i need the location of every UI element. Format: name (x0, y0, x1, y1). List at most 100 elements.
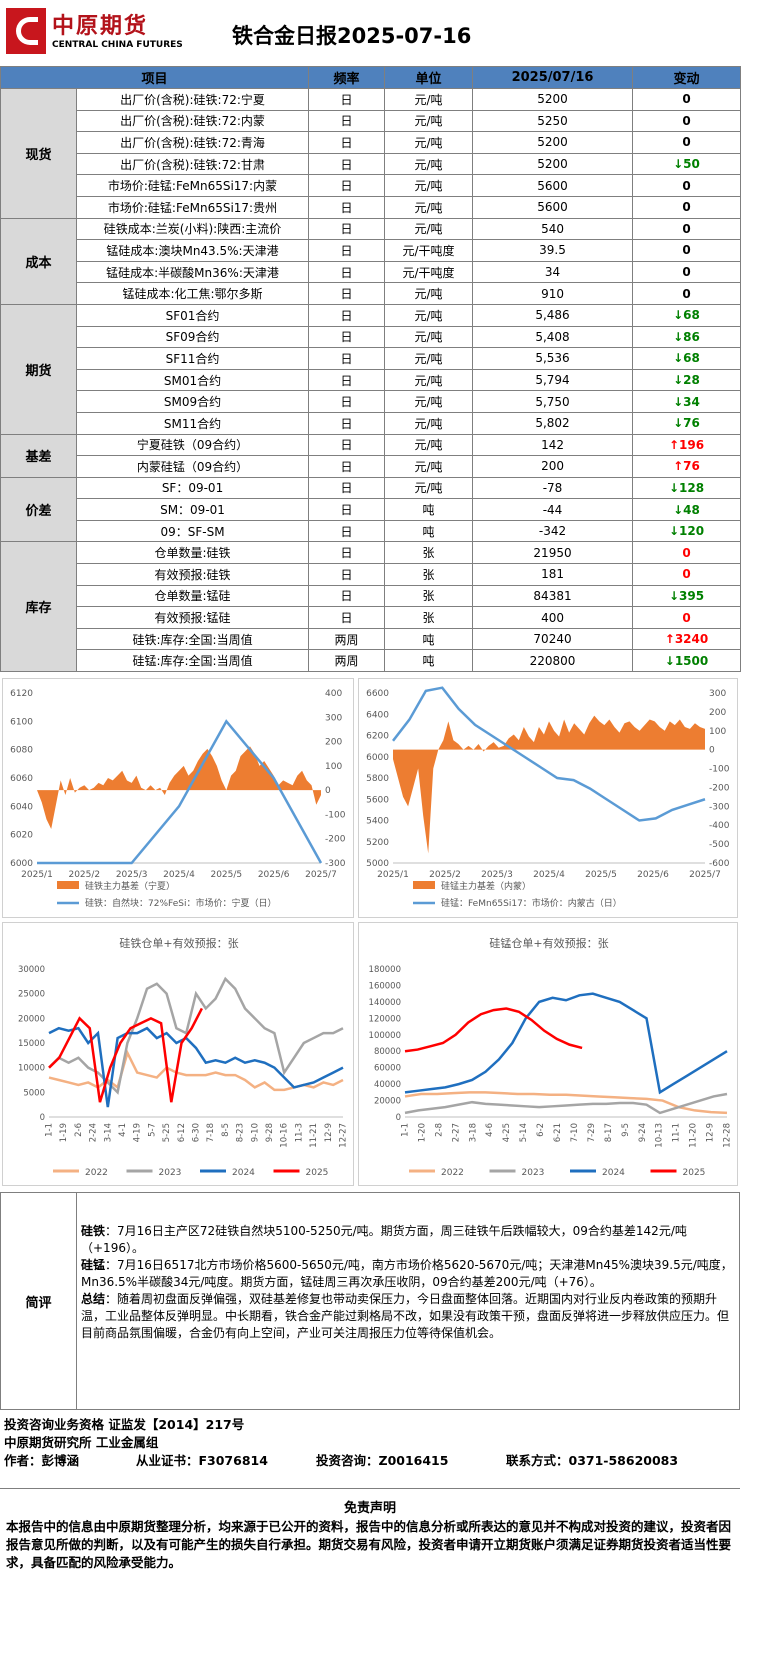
x-tick-label: 8-5 (221, 1123, 231, 1137)
table-row: 仓单数量:锰硅日张 84381 ↓395 (1, 584, 742, 608)
row-frequency: 日 (308, 455, 386, 478)
y-left-tick-label: 5600 (366, 795, 389, 805)
row-change: ↑76 (632, 455, 742, 478)
x-tick-label: 11-3 (294, 1123, 304, 1142)
x-tick-label: 5-7 (147, 1123, 157, 1137)
x-tick-label: 10-13 (655, 1123, 665, 1148)
chart-sm-warrant-svg: 硅锰仓单+有效预报：张 0 20000 40000 60000 80000 100000 12… (369, 936, 733, 1178)
x-tick-label: 4-25 (502, 1123, 512, 1142)
table-row: 09：SF-SM 日吨 -342 ↓120 (1, 519, 742, 543)
footer-consult: 投资咨询：Z0016415 (316, 1453, 449, 1468)
row-change: ↓48 (632, 498, 742, 521)
row-frequency: 两周 (308, 649, 386, 673)
row-value: 5600 (472, 195, 634, 219)
row-frequency: 日 (308, 476, 386, 500)
col-header-unit: 单位 (384, 66, 474, 89)
y-right-tick-label: -200 (325, 835, 346, 845)
y-tick-label: 10000 (18, 1064, 45, 1074)
row-value: 220800 (472, 649, 634, 673)
row-unit: 吨 (384, 519, 474, 543)
row-item: 09：SF-SM (75, 519, 310, 543)
comment-body: ：7月16日6517北方市场价格5600-5650元/吨，南方市场价格5620-… (81, 1258, 733, 1289)
row-value: -78 (472, 476, 634, 500)
row-value: 200 (472, 455, 634, 478)
x-tick-label: 2-24 (89, 1123, 99, 1142)
x-tick-label: 11-21 (309, 1123, 319, 1148)
row-unit: 吨 (384, 649, 474, 673)
footer-org: 中原期货研究所 工业金属组 (4, 1435, 159, 1450)
y-right-tick-label: -200 (709, 783, 730, 793)
row-value: 5,802 (472, 411, 634, 435)
row-change: ↑196 (632, 433, 742, 457)
y-right-tick-label: 100 (709, 727, 726, 737)
row-value: 540 (472, 217, 634, 241)
y-tick-label: 80000 (374, 1047, 401, 1057)
row-frequency: 日 (308, 303, 386, 327)
y-right-tick-label: 300 (709, 689, 726, 699)
x-tick-label: 3-18 (468, 1123, 478, 1142)
disclaimer-body: 本报告中的信息由中原期货整理分析，均来源于已公开的资料，报告中的信息分析或所表达… (6, 1519, 732, 1570)
x-tick-label: 4-1 (118, 1123, 128, 1137)
x-tick-label: 1-20 (417, 1123, 427, 1142)
row-value: 142 (472, 433, 634, 457)
x-tick-label: 11-20 (689, 1123, 699, 1148)
chart-sf-basis-svg: 6000 6020 6040 6060 6080 6100 6120 -300 -200 -100… (10, 689, 346, 909)
page: 中原期货 CENTRAL CHINA FUTURES 铁合金日报2025-07-… (0, 8, 742, 1570)
row-unit: 张 (384, 563, 474, 586)
row-change: 0 (632, 606, 742, 629)
row-value: 70240 (472, 627, 634, 651)
legend-label: 2024 (232, 1168, 255, 1178)
row-unit: 元/吨 (384, 368, 474, 392)
row-value: -342 (472, 519, 634, 543)
x-tick-label: 2025/3 (481, 870, 513, 880)
y-tick-label: 180000 (369, 965, 401, 975)
y-right-tick-label: 0 (709, 746, 715, 756)
series-line-2022 (404, 1091, 728, 1115)
y-tick-label: 15000 (18, 1039, 45, 1049)
y-left-tick-label: 6080 (10, 746, 33, 756)
y-right-tick-label: 0 (325, 786, 331, 796)
y-left-tick-label: 6400 (366, 710, 389, 720)
row-item: 硅铁:库存:全国:当周值 (75, 627, 310, 651)
table-row: 成本 硅铁成本:兰炭(小料):陕西:主流价日元/吨 540 0 (0, 217, 742, 305)
row-item: 市场价:硅锰:FeMn65Si17:贵州 (75, 195, 310, 219)
table-row: SM01合约日元/吨 5,794 ↓28 (1, 368, 742, 392)
table-row: 出厂价(含税):硅铁:72:内蒙日元/吨 5250 0 (1, 109, 742, 133)
row-item: 有效预报:锰硅 (75, 606, 310, 629)
y-left-tick-label: 6000 (366, 753, 389, 763)
logo-icon (6, 8, 46, 54)
row-item: SF09合约 (75, 325, 310, 349)
x-tick-label: 7-29 (587, 1123, 597, 1142)
row-change: ↓395 (632, 584, 742, 608)
y-right-tick-label: -400 (709, 821, 730, 831)
comment-para-sm: 硅锰：7月16日6517北方市场价格5600-5650元/吨，南方市场价格562… (81, 1257, 735, 1291)
table-row: 期货 SF01合约日元/吨 5,486 ↓68 (0, 303, 742, 435)
footer-license: 投资咨询业务资格 证监发【2014】217号 (4, 1417, 245, 1432)
row-item: 宁夏硅铁（09合约） (75, 433, 310, 457)
row-unit: 元/吨 (384, 217, 474, 241)
row-item: 仓单数量:硅铁 (75, 541, 310, 565)
row-change: 0 (632, 195, 742, 219)
row-value: 5200 (472, 88, 634, 111)
row-frequency: 日 (308, 368, 386, 392)
row-unit: 元/吨 (384, 195, 474, 219)
row-value: 5,536 (472, 347, 634, 370)
row-unit: 元/吨 (384, 174, 474, 197)
x-tick-label: 8-17 (604, 1123, 614, 1142)
row-frequency: 日 (308, 260, 386, 284)
x-tick-label: 2025/4 (533, 870, 565, 880)
row-item: 锰硅成本:澳块Mn43.5%:天津港 (75, 239, 310, 262)
y-right-tick-label: 200 (709, 708, 726, 718)
y-left-tick-label: 6000 (10, 859, 33, 869)
table-header-row: 项目 频率 单位 2025/07/16 变动 (0, 66, 742, 89)
row-frequency: 日 (308, 519, 386, 543)
row-change: 0 (632, 174, 742, 197)
row-frequency: 日 (308, 195, 386, 219)
row-change: ↓28 (632, 368, 742, 392)
row-change: 0 (632, 88, 742, 111)
chart-sm-basis-svg: 5000 5200 5400 5600 5800 6000 6200 6400 6600 -600… (366, 686, 730, 909)
x-tick-label: 5-25 (162, 1123, 172, 1142)
row-frequency: 日 (308, 152, 386, 176)
col-header-date: 2025/07/16 (472, 66, 634, 89)
x-tick-label: 2025/4 (163, 870, 195, 880)
